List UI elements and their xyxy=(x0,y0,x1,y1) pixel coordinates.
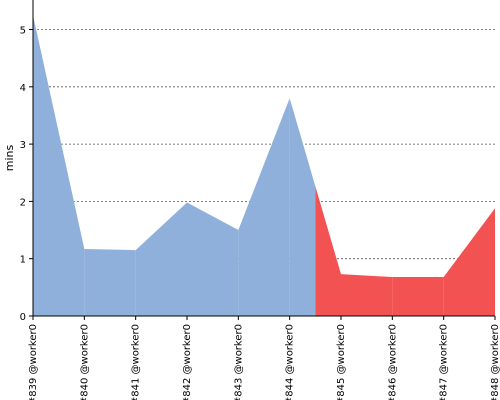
x-tick-label-2: #841 @worker0 xyxy=(131,324,142,400)
x-tick-label-7: #846 @worker0 xyxy=(387,324,398,400)
y-tick-label-3: 3 xyxy=(20,140,26,151)
y-tick-label-5: 5 xyxy=(20,26,26,37)
area-segment-3 xyxy=(187,202,239,316)
y-tick-label-1: 1 xyxy=(20,255,26,266)
x-tick-label-3: #842 @worker0 xyxy=(182,324,193,400)
area-segment-8 xyxy=(443,208,495,316)
x-tick-label-1: #840 @worker0 xyxy=(79,324,90,400)
y-tick-label-2: 2 xyxy=(20,197,26,208)
x-tick-label-4: #843 @worker0 xyxy=(233,324,244,400)
x-tick-label-6: #845 @worker0 xyxy=(336,324,347,400)
y-tick-labels: 0 1 2 3 4 5 xyxy=(20,26,26,324)
area-segment-6 xyxy=(341,274,393,316)
area-segment-7 xyxy=(392,277,444,316)
x-tick-label-8: #847 @worker0 xyxy=(439,324,450,400)
y-tick-label-4: 4 xyxy=(20,83,26,94)
area-segment-2 xyxy=(135,202,187,316)
area-segment-4 xyxy=(238,98,290,316)
axes xyxy=(29,0,496,320)
x-tick-label-0: #839 @worker0 xyxy=(28,324,39,400)
y-axis-title: mins xyxy=(3,144,16,171)
x-tick-label-9: #848 @worker0 xyxy=(490,324,500,400)
area-segment-5b xyxy=(315,186,341,316)
x-tick-labels: #839 @worker0 #840 @worker0 #841 @worker0 #… xyxy=(28,324,500,400)
area-segment-5a xyxy=(289,98,316,316)
x-tick-label-5: #844 @worker0 xyxy=(285,324,296,400)
area-series xyxy=(33,15,495,317)
y-tick-label-0: 0 xyxy=(20,312,26,323)
area-segment-0 xyxy=(33,15,85,317)
area-segment-1 xyxy=(84,248,136,316)
